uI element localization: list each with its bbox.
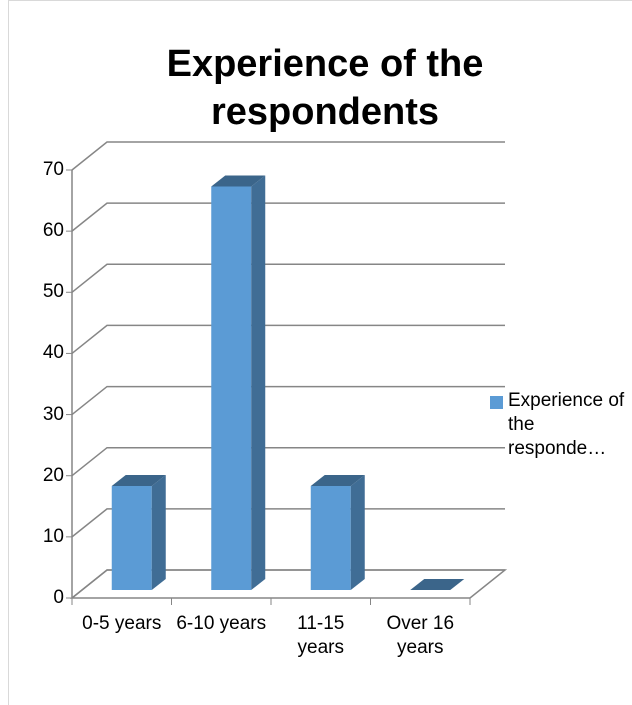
grid-line [71, 263, 505, 293]
bar-side [151, 475, 166, 590]
x-tick-label: 11-15 years [297, 613, 345, 658]
grid-line [71, 385, 505, 416]
y-tick-label: 70 [42, 159, 64, 180]
chart-border [8, 0, 632, 705]
grid-line [71, 446, 505, 477]
legend-label: Experience of the responde… [508, 390, 625, 459]
y-tick-label: 60 [42, 220, 64, 242]
bar-top [310, 475, 365, 487]
chart-title: Experience of the respondents [166, 43, 484, 133]
bar-front [310, 486, 351, 590]
legend-swatch [490, 396, 503, 409]
y-tick-label: 10 [42, 525, 64, 547]
y-tick-label: 30 [42, 403, 64, 425]
x-tick-label: 0-5 years [82, 613, 162, 634]
x-tick-label: Over 16 years [386, 613, 455, 658]
bar [410, 579, 465, 590]
bar-top [211, 175, 266, 187]
grid-line [71, 508, 505, 538]
grid-line [71, 202, 505, 232]
y-tick-label: 0 [53, 587, 64, 608]
x-tick-label: 6-10 years [176, 613, 267, 634]
y-tick-label: 20 [42, 464, 64, 486]
bar [310, 475, 365, 590]
bar-front [211, 186, 252, 590]
bar-side [251, 175, 266, 590]
bar-side [350, 475, 365, 590]
bar-top [410, 579, 465, 590]
y-tick-label: 50 [42, 281, 64, 303]
bar-front [111, 486, 152, 590]
grid-line [71, 569, 505, 599]
bar-top [111, 475, 166, 487]
grid-line [71, 324, 505, 355]
bar [211, 175, 266, 590]
y-tick-label: 40 [42, 342, 64, 364]
bar [111, 475, 166, 590]
grid-line [71, 141, 505, 171]
